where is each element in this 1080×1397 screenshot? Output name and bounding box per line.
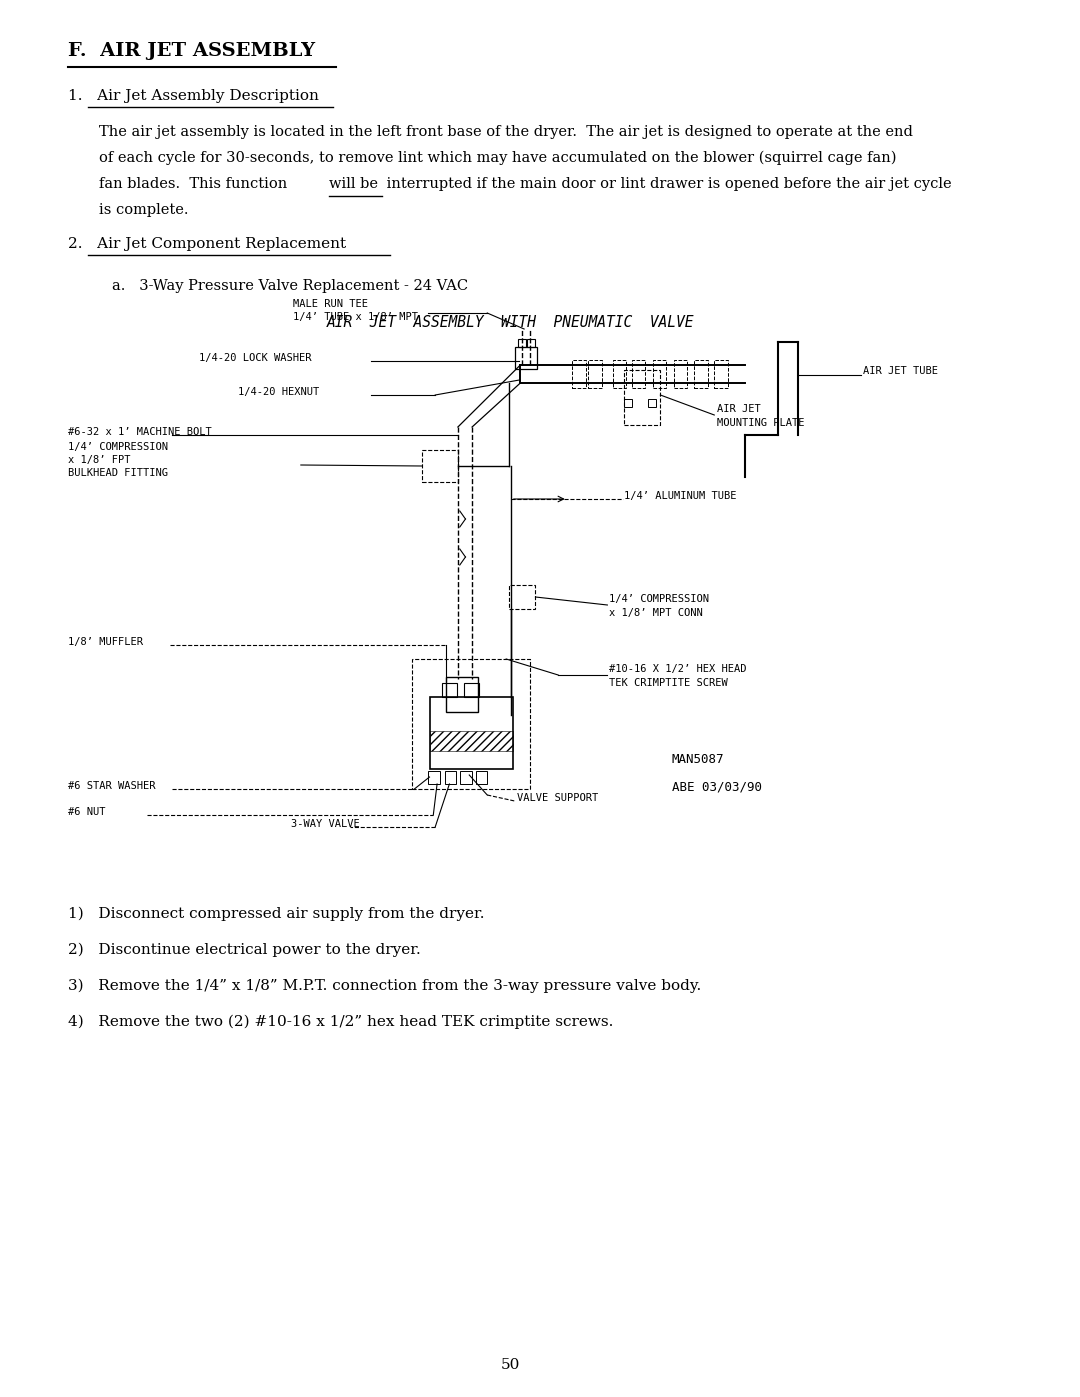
Text: 1)   Disconnect compressed air supply from the dryer.: 1) Disconnect compressed air supply from… — [68, 907, 485, 922]
Bar — [422, 450, 458, 482]
Text: #6 NUT: #6 NUT — [68, 807, 106, 817]
Text: MALE RUN TEE: MALE RUN TEE — [294, 299, 368, 309]
Bar — [632, 360, 645, 388]
Bar — [527, 339, 535, 346]
Bar — [589, 360, 602, 388]
Text: 1/4’ COMPRESSION: 1/4’ COMPRESSION — [68, 441, 168, 453]
Text: 1/4’ COMPRESSION: 1/4’ COMPRESSION — [609, 594, 710, 604]
Text: MAN5087: MAN5087 — [672, 753, 725, 766]
Text: 2.   Air Jet Component Replacement: 2. Air Jet Component Replacement — [68, 237, 347, 251]
Bar — [613, 360, 626, 388]
Text: #10-16 X 1/2’ HEX HEAD: #10-16 X 1/2’ HEX HEAD — [609, 664, 746, 673]
Text: ABE 03/03/90: ABE 03/03/90 — [672, 781, 761, 793]
Text: BULKHEAD FITTING: BULKHEAD FITTING — [68, 468, 168, 478]
Text: is complete.: is complete. — [99, 203, 189, 217]
Bar — [442, 683, 457, 697]
Bar — [428, 771, 440, 784]
Text: 50: 50 — [501, 1358, 521, 1372]
Bar — [624, 400, 632, 407]
Bar — [463, 683, 478, 697]
Text: #6-32 x 1’ MACHINE BOLT: #6-32 x 1’ MACHINE BOLT — [68, 427, 212, 437]
Bar — [572, 360, 585, 388]
Text: 1.   Air Jet Assembly Description: 1. Air Jet Assembly Description — [68, 89, 319, 103]
Bar — [694, 360, 707, 388]
Bar — [714, 360, 728, 388]
Text: 2)   Discontinue electrical power to the dryer.: 2) Discontinue electrical power to the d… — [68, 943, 421, 957]
Bar — [430, 697, 513, 768]
Bar — [674, 360, 687, 388]
Bar — [413, 659, 530, 789]
Bar — [648, 400, 656, 407]
Text: interrupted if the main door or lint drawer is opened before the air jet cycle: interrupted if the main door or lint dra… — [382, 177, 951, 191]
Bar — [624, 370, 660, 425]
Text: #6 STAR WASHER: #6 STAR WASHER — [68, 781, 156, 791]
Bar — [515, 346, 538, 369]
Text: 3-WAY VALVE: 3-WAY VALVE — [292, 819, 360, 828]
Bar — [445, 771, 456, 784]
Text: 1/4’ ALUMINUM TUBE: 1/4’ ALUMINUM TUBE — [624, 490, 737, 502]
Text: MOUNTING PLATE: MOUNTING PLATE — [717, 418, 805, 427]
Text: F.  AIR JET ASSEMBLY: F. AIR JET ASSEMBLY — [68, 42, 315, 60]
Text: TEK CRIMPTITE SCREW: TEK CRIMPTITE SCREW — [609, 678, 728, 687]
Text: x 1/8’ MPT CONN: x 1/8’ MPT CONN — [609, 608, 703, 617]
Text: 1/4-20 LOCK WASHER: 1/4-20 LOCK WASHER — [199, 353, 311, 363]
Text: will be: will be — [329, 177, 378, 191]
Text: VALVE SUPPORT: VALVE SUPPORT — [516, 793, 598, 803]
Text: of each cycle for 30-seconds, to remove lint which may have accumulated on the b: of each cycle for 30-seconds, to remove … — [99, 151, 896, 165]
Text: AIR  JET  ASSEMBLY  WITH  PNEUMATIC  VALVE: AIR JET ASSEMBLY WITH PNEUMATIC VALVE — [327, 314, 694, 330]
Bar — [476, 771, 487, 784]
Text: a.   3-Way Pressure Valve Replacement - 24 VAC: a. 3-Way Pressure Valve Replacement - 24… — [111, 279, 468, 293]
Bar — [446, 678, 477, 712]
Text: 1/4’ TUBE x 1/8’ MPT: 1/4’ TUBE x 1/8’ MPT — [294, 312, 418, 321]
Text: x 1/8’ FPT: x 1/8’ FPT — [68, 455, 131, 465]
Bar — [652, 360, 666, 388]
Text: 1/4-20 HEXNUT: 1/4-20 HEXNUT — [239, 387, 320, 397]
Bar — [518, 339, 526, 346]
Text: 1/8’ MUFFLER: 1/8’ MUFFLER — [68, 637, 144, 647]
Text: AIR JET: AIR JET — [717, 404, 761, 414]
Bar — [509, 585, 536, 609]
Text: The air jet assembly is located in the left front base of the dryer.  The air je: The air jet assembly is located in the l… — [99, 124, 914, 138]
Text: AIR JET TUBE: AIR JET TUBE — [863, 366, 937, 376]
Text: 4)   Remove the two (2) #10-16 x 1/2” hex head TEK crimptite screws.: 4) Remove the two (2) #10-16 x 1/2” hex … — [68, 1016, 613, 1030]
Text: fan blades.  This function: fan blades. This function — [99, 177, 293, 191]
Bar — [460, 771, 472, 784]
Text: 3)   Remove the 1/4” x 1/8” M.P.T. connection from the 3-way pressure valve body: 3) Remove the 1/4” x 1/8” M.P.T. connect… — [68, 979, 701, 993]
